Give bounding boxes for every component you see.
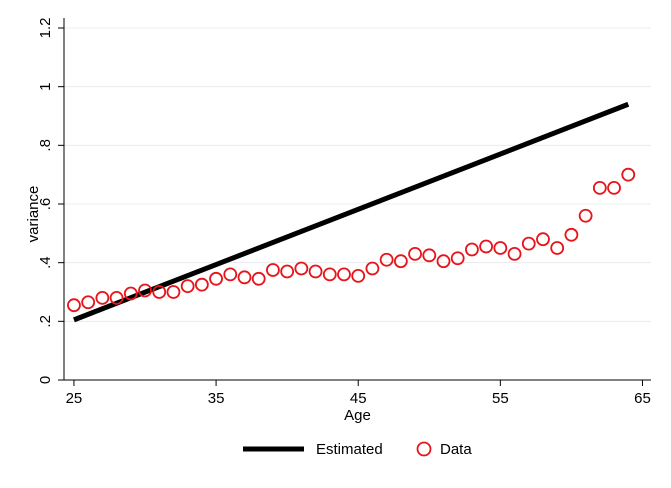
data-point [109,290,124,305]
data-point [180,279,195,294]
data-point [422,248,437,263]
data-point [436,254,451,269]
estimated-line [73,101,630,323]
y-axis-title: variance [25,186,42,243]
axes [63,18,651,381]
data-point [223,267,238,282]
y-tick-label: .2 [37,315,54,328]
data-point [550,241,565,255]
data-point [166,285,181,299]
data-point [578,208,593,223]
legend-swatch-data [416,441,432,457]
data-point [592,180,607,195]
data-point [621,167,636,182]
gridlines [64,27,651,322]
data-point [95,290,110,305]
data-point [450,251,465,266]
ticks: 0 .2 .4 .6 .8 1 1.2 25 35 45 55 65 [37,18,651,407]
x-tick-label: 45 [350,390,367,407]
data-point [209,271,223,286]
data-point [408,246,422,261]
y-tick-label: .8 [37,139,54,152]
y-tick-label: 1 [37,82,54,90]
data-point [237,270,252,285]
data-point [194,277,209,292]
data-point [521,236,536,251]
y-tick-label: .6 [37,198,54,211]
data-point [337,267,351,282]
legend-label-estimated: Estimated [316,441,383,458]
data-point [81,295,96,310]
legend: Estimated Data [243,441,472,458]
data-point [351,268,366,283]
data-point [152,285,167,299]
x-tick-label: 25 [66,390,83,407]
y-tick-label: 1.2 [37,18,54,39]
data-point [607,180,621,195]
data-point [251,271,266,286]
data-point [479,239,494,254]
x-tick-label: 65 [634,390,651,407]
data-point [123,286,138,301]
data-point [322,267,337,282]
data-point [493,241,508,255]
y-tick-label: .4 [37,256,54,269]
data-point [266,263,280,277]
data-point [564,227,579,242]
plot-area [67,101,636,323]
data-point [280,264,295,279]
y-tick-label: 0 [37,376,54,384]
data-point [379,252,394,267]
x-tick-label: 35 [208,390,225,407]
data-point [465,242,479,257]
data-point [138,283,152,298]
legend-label-data: Data [440,441,472,458]
data-point [507,246,522,261]
data-point [365,261,380,276]
x-axis-title: Age [344,407,371,424]
data-point [393,254,408,269]
data-point [294,261,309,276]
data-point [536,232,550,247]
x-tick-label: 55 [492,390,509,407]
data-point [67,298,81,313]
data-point [308,264,323,279]
